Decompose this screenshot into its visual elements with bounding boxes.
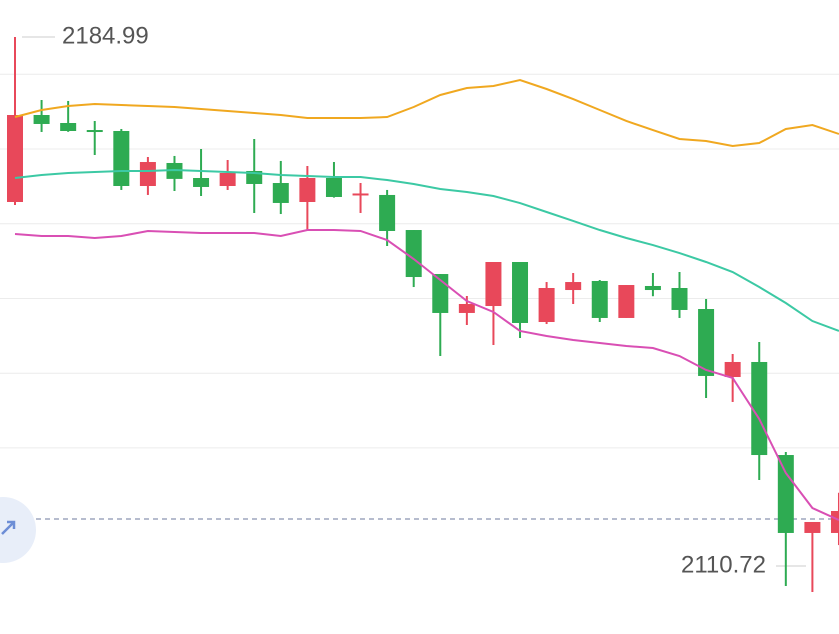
candle-body [33,115,50,124]
candle-body [724,361,741,378]
candle-body [299,178,316,202]
candle-body [804,521,821,533]
candle-body [113,130,130,187]
candle-body [379,194,396,231]
candle-body [272,183,289,203]
candle-body [698,309,715,376]
candle-body [538,288,555,323]
candle-body [830,510,839,533]
candle-body [644,285,661,291]
candle-body [671,288,688,310]
candle-body [219,172,236,187]
candle-body [777,455,794,533]
candle-body [86,130,103,133]
candle-body [458,303,475,313]
indicator-line [14,229,839,521]
candle-body [60,123,77,131]
candle-body [618,285,635,318]
candle-body [352,193,369,196]
indicator-line [14,78,839,148]
indicator-line [14,169,839,332]
scroll-arrow [1,520,16,535]
candle-body [405,230,422,278]
candle-body [7,115,23,202]
candle-body [193,178,210,187]
min-label: 2110.72 [681,551,766,578]
max-label: 2184.99 [62,22,149,49]
scroll-button[interactable] [0,497,36,563]
candle-body [565,282,582,291]
candle-body [512,261,529,323]
candle-body [751,361,768,456]
candle-body [139,162,156,187]
candle-body [485,261,502,307]
candle-body [325,178,342,197]
candle-body [591,280,608,318]
